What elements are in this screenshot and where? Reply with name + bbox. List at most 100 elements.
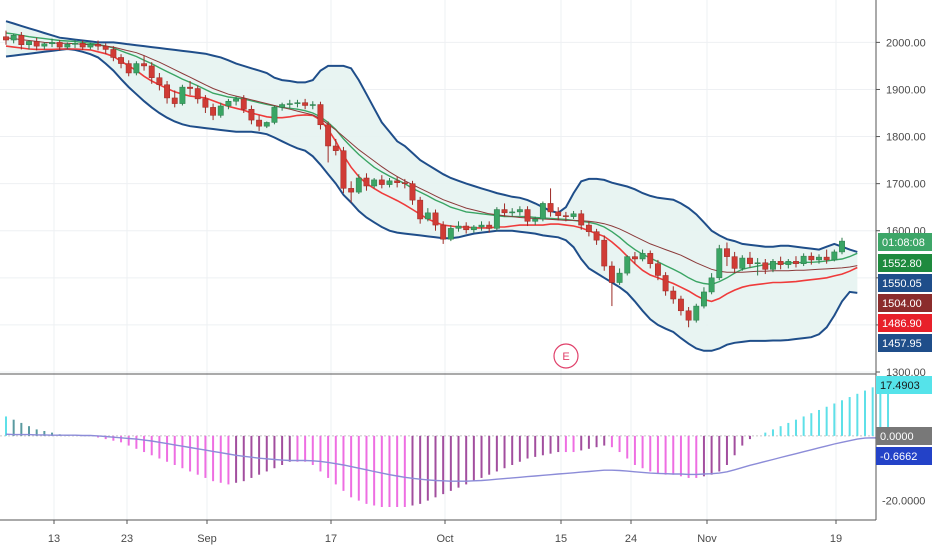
price-badge-bg <box>878 233 932 251</box>
price-badge: 1504.00 <box>878 294 932 312</box>
candle <box>187 80 194 96</box>
candle <box>271 105 278 125</box>
candle <box>95 40 101 51</box>
candle-body <box>678 298 684 312</box>
candle-body <box>701 291 707 307</box>
candle <box>386 177 393 188</box>
candle-body <box>118 57 124 64</box>
candle <box>33 37 40 51</box>
candle <box>585 221 592 237</box>
candle <box>317 101 324 130</box>
candle <box>56 40 63 51</box>
price-badge-bg <box>878 254 932 272</box>
candle-body <box>294 102 301 104</box>
candle-body <box>685 310 692 321</box>
candle <box>555 207 562 221</box>
candle <box>26 40 32 50</box>
candle-body <box>770 261 776 270</box>
slow-ma-line <box>5 37 858 273</box>
candle <box>708 273 715 295</box>
candle <box>302 98 309 110</box>
time-tick-label: 13 <box>48 533 60 545</box>
candle-body <box>317 104 324 126</box>
price-badge-label: 1550.05 <box>882 278 922 290</box>
candle <box>532 216 539 226</box>
time-tick-label: 23 <box>121 533 133 545</box>
candle <box>647 250 654 269</box>
candle-body <box>187 86 194 89</box>
earnings-marker[interactable]: E <box>553 343 579 369</box>
candle-body <box>501 209 508 214</box>
candle-body <box>401 182 408 184</box>
candle <box>141 55 147 71</box>
candle-body <box>348 188 355 193</box>
candle <box>793 256 799 268</box>
candle-body <box>578 213 585 226</box>
candle <box>3 30 9 45</box>
candle-body <box>762 262 769 270</box>
candle-body <box>455 225 462 229</box>
candle <box>79 40 86 50</box>
candle-body <box>624 256 631 274</box>
candle <box>593 228 600 245</box>
candle-body <box>10 35 17 41</box>
candle <box>133 61 140 76</box>
candle <box>371 177 378 189</box>
price-badge-label: 1486.90 <box>882 318 922 330</box>
candle-body <box>808 255 815 261</box>
bollinger-lower-line <box>5 47 858 352</box>
candle <box>233 96 240 106</box>
candle <box>417 196 424 224</box>
candle-body <box>148 65 155 78</box>
candle-body <box>478 224 485 228</box>
candle-body <box>823 256 830 261</box>
candle <box>547 188 554 217</box>
candle <box>10 33 17 44</box>
candle-body <box>340 150 347 189</box>
price-badge-bg <box>878 334 932 352</box>
candle <box>248 105 255 125</box>
candle <box>470 225 477 233</box>
candle <box>455 221 462 232</box>
candle <box>424 208 431 222</box>
candle <box>631 251 638 264</box>
candle-body <box>793 261 799 264</box>
candle <box>256 115 263 131</box>
price-tick-label: 1700.00 <box>886 179 926 191</box>
candle <box>240 95 247 114</box>
candle-body <box>371 179 378 187</box>
candle <box>325 121 332 163</box>
oscillator-badge-bg <box>876 447 932 465</box>
candle <box>432 209 439 231</box>
candle-body <box>33 41 40 47</box>
price-badge-label: 1504.00 <box>882 298 922 310</box>
candle-body <box>570 213 577 217</box>
candle <box>309 101 316 110</box>
candle <box>670 286 677 304</box>
candle-body <box>470 226 477 231</box>
candle-body <box>248 108 255 121</box>
candle-body <box>409 183 416 201</box>
candle-body <box>608 265 615 283</box>
candle <box>724 242 730 267</box>
candle-body <box>64 44 71 48</box>
candle-body <box>240 98 247 110</box>
candle <box>823 249 830 264</box>
candle <box>785 258 792 269</box>
oscillator-badge-label: 0.0000 <box>880 431 914 443</box>
candle <box>72 39 78 49</box>
candle <box>754 258 761 276</box>
time-tick-label: Oct <box>436 533 453 545</box>
candle <box>601 235 608 271</box>
candle-body <box>493 209 500 229</box>
candle-body <box>41 43 48 47</box>
candle <box>654 259 661 281</box>
candle <box>378 175 385 189</box>
candle-body <box>839 240 845 253</box>
candle <box>156 72 163 91</box>
candle-body <box>601 239 608 267</box>
candle-body <box>816 256 822 261</box>
candle <box>49 38 55 48</box>
candle-body <box>363 177 370 187</box>
